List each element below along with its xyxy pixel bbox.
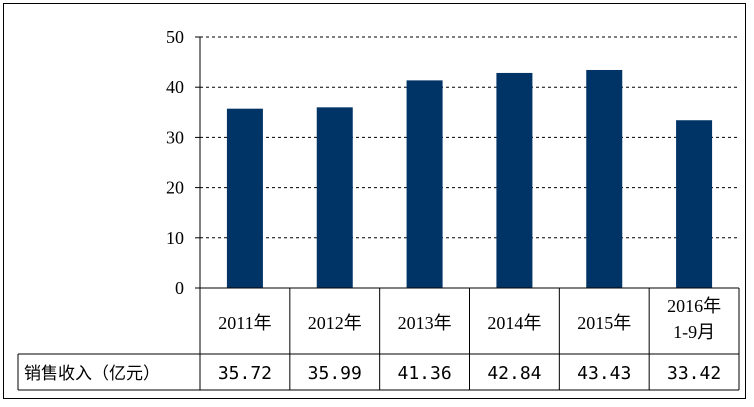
y-tick-label: 50 <box>166 27 184 47</box>
bar <box>496 72 533 288</box>
category-label: 2013年 <box>398 313 452 333</box>
data-value-label: 42.84 <box>487 363 541 384</box>
bar <box>226 108 263 288</box>
data-value-label: 33.42 <box>667 363 721 384</box>
bar <box>586 69 623 288</box>
y-tick-label: 40 <box>166 77 184 97</box>
series-row-label: 销售收入（亿元） <box>24 364 160 384</box>
bar <box>406 80 443 288</box>
bar <box>676 120 713 288</box>
y-tick-label: 30 <box>166 127 184 147</box>
y-tick-label: 0 <box>175 278 184 298</box>
y-tick-label: 20 <box>166 178 184 198</box>
category-label: 2012年 <box>308 313 362 333</box>
category-label: 2011年 <box>218 313 271 333</box>
data-value-label: 35.99 <box>308 363 362 384</box>
category-label: 2014年 <box>487 313 541 333</box>
bar <box>316 107 353 288</box>
y-tick-label: 10 <box>166 228 184 248</box>
data-value-label: 35.72 <box>218 363 272 384</box>
category-label: 1-9月 <box>673 322 715 342</box>
data-value-label: 41.36 <box>397 363 451 384</box>
category-label: 2015年 <box>577 313 631 333</box>
data-value-label: 43.43 <box>577 363 631 384</box>
category-label: 2016年 <box>667 296 721 316</box>
